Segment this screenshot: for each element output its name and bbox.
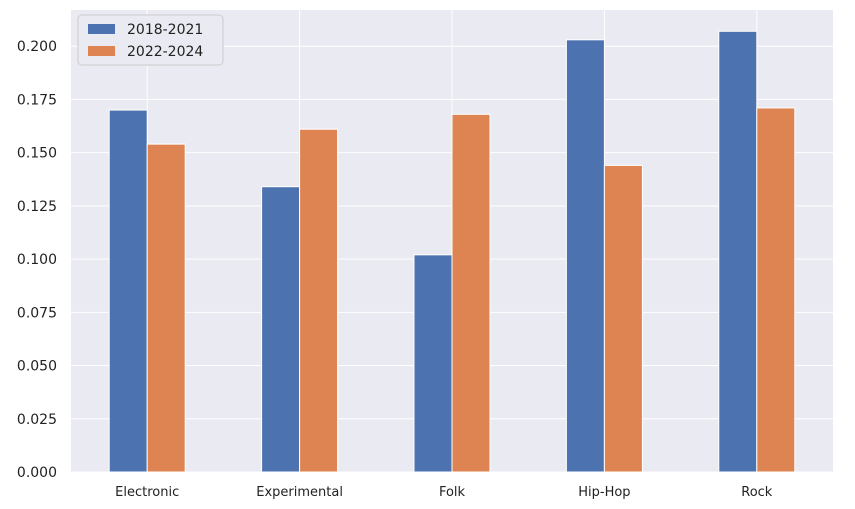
bar-series-1	[413, 254, 453, 473]
bar-series-2	[756, 107, 796, 473]
x-tick-label: Hip-Hop	[578, 485, 630, 500]
legend: 2018-2021 2022-2024	[77, 14, 224, 66]
y-tick-label: 0.000	[17, 465, 57, 481]
x-tick-label: Electronic	[115, 485, 179, 500]
y-tick-label: 0.150	[17, 146, 57, 162]
bar-series-2	[451, 113, 491, 473]
y-tick-label: 0.100	[17, 252, 57, 268]
y-tick-label: 0.050	[17, 359, 57, 375]
bar-series-1	[261, 186, 301, 473]
legend-swatch	[88, 24, 115, 34]
y-tick-label: 0.200	[17, 39, 57, 55]
y-tick-label: 0.175	[17, 92, 57, 108]
bar-series-1	[565, 39, 605, 473]
bar-series-1	[718, 30, 758, 473]
bar-series-2	[603, 164, 643, 473]
x-tick-label: Experimental	[256, 485, 343, 500]
bar-series-2	[299, 128, 339, 473]
bar-series-2	[146, 143, 186, 473]
bar-series-1	[108, 109, 148, 473]
x-axis-ticks: Electronic Experimental Folk Hip-Hop Rock	[115, 485, 773, 500]
x-tick-label: Rock	[741, 485, 773, 500]
x-tick-label: Folk	[439, 485, 466, 500]
legend-swatch	[88, 46, 115, 56]
bars	[108, 30, 796, 473]
y-tick-label: 0.075	[17, 305, 57, 321]
y-tick-label: 0.025	[17, 412, 57, 428]
y-axis-ticks: 0.000 0.025 0.050 0.075 0.100 0.125 0.150 0.175…	[17, 39, 57, 481]
legend-label: 2022-2024	[127, 44, 203, 60]
legend-label: 2018-2021	[127, 22, 203, 38]
y-tick-label: 0.125	[17, 199, 57, 215]
